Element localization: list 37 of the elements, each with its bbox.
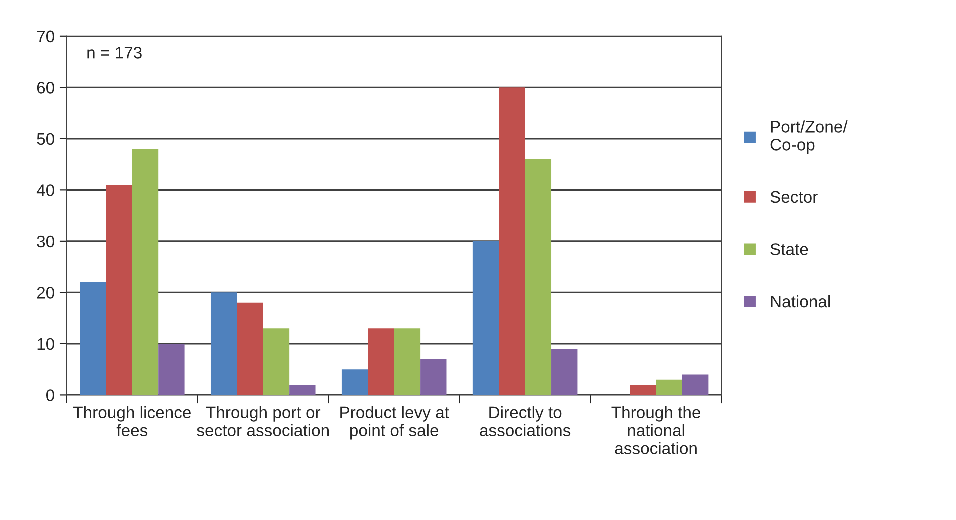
annotation: n = 173 (88, 47, 142, 59)
y-tick-label: 60 (37, 82, 54, 94)
legend-label: State (770, 244, 808, 256)
bar (499, 88, 526, 396)
bar (210, 292, 238, 396)
bar (368, 328, 394, 396)
bar (682, 374, 709, 396)
bar (420, 359, 447, 396)
bar (263, 328, 290, 396)
x-tick-label: Directly to associations (480, 406, 571, 437)
x-tick-label: Product levy at point of sale (340, 406, 450, 440)
bar (290, 384, 316, 396)
y-tick-label: 10 (38, 338, 54, 350)
legend-label: National (771, 295, 830, 308)
bar (342, 370, 368, 396)
bar (132, 149, 159, 396)
y-tick-label: 0 (46, 390, 54, 402)
x-tick-label: Through licence fees (73, 406, 191, 437)
bar (472, 241, 500, 396)
bar (158, 344, 185, 396)
bar (552, 349, 578, 396)
legend-label: Port/Zone/ Co-op (770, 120, 848, 154)
x-tick-label: Through the national association (612, 406, 700, 454)
bar (80, 282, 106, 396)
y-tick-label: 50 (37, 133, 54, 146)
bar (394, 328, 421, 396)
y-tick-label: 70 (37, 30, 54, 43)
y-tick-label: 30 (37, 236, 54, 248)
legend-label: Sector (770, 191, 818, 204)
x-tick-label: Through port or sector association (197, 406, 329, 437)
bar (525, 159, 552, 396)
y-tick-label: 20 (37, 287, 54, 299)
bar (656, 380, 682, 396)
bar (630, 384, 656, 396)
bar (237, 302, 264, 396)
y-tick-label: 40 (36, 184, 54, 196)
bar (106, 185, 132, 396)
